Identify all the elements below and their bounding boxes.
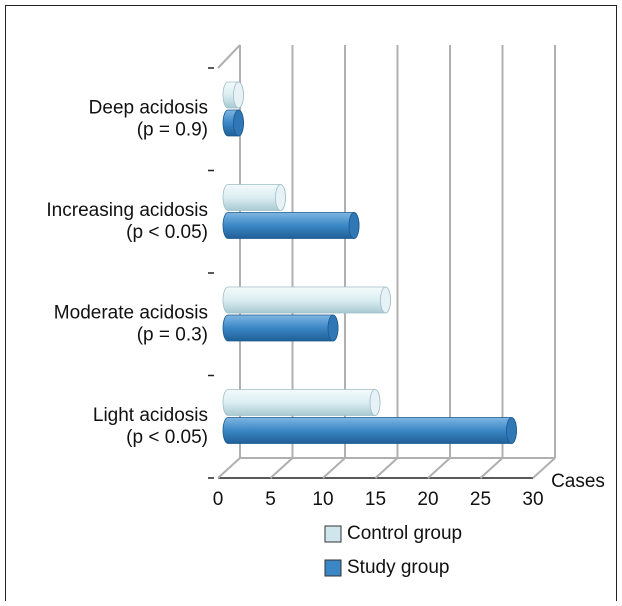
x-tick-label: 30 — [522, 489, 543, 510]
y-tick-label: (p = 0.3) — [137, 324, 208, 345]
bar — [222, 389, 381, 416]
grid-line-floor — [374, 457, 399, 479]
x-axis-label: Cases — [551, 471, 605, 492]
left-wall-edge — [217, 44, 241, 69]
y-tick-label: Deep acidosis — [89, 97, 208, 118]
bar-cap — [327, 314, 339, 342]
bar-cap — [275, 184, 286, 211]
legend-swatch — [324, 525, 342, 543]
bar-cap — [380, 286, 391, 314]
bar-cap — [506, 417, 517, 444]
legend-label: Study group — [347, 557, 449, 578]
bar — [222, 314, 339, 342]
bar — [222, 286, 391, 314]
bar — [222, 212, 360, 239]
y-tick-label: (p < 0.05) — [126, 427, 208, 448]
x-tick-label: 25 — [470, 489, 491, 510]
grid-line-floor — [322, 457, 346, 479]
bar-cap — [233, 109, 244, 137]
x-tick-label: 5 — [265, 489, 276, 510]
bar-cap — [369, 389, 381, 416]
grid-line-floor — [479, 457, 504, 479]
y-tick-label: Light acidosis — [93, 405, 208, 426]
legend-swatch — [324, 559, 342, 577]
y-tick-label: Moderate acidosis — [54, 302, 208, 323]
grid-line-floor — [217, 457, 241, 479]
bar-cap — [233, 81, 244, 109]
bar — [222, 417, 517, 444]
bar-cap — [348, 212, 360, 239]
x-tick-label: 15 — [365, 489, 386, 510]
x-tick-label: 10 — [312, 489, 333, 510]
x-tick-label: 20 — [417, 489, 438, 510]
y-tick-label: (p < 0.05) — [126, 222, 208, 243]
grid-line-floor — [427, 457, 451, 479]
y-tick-label: (p = 0.9) — [137, 119, 208, 140]
legend-label: Control group — [347, 523, 462, 544]
y-tick-label: Increasing acidosis — [46, 200, 208, 221]
grid-line-floor — [269, 457, 294, 479]
grid-line-floor — [532, 457, 556, 479]
x-tick-label: 0 — [213, 489, 224, 510]
